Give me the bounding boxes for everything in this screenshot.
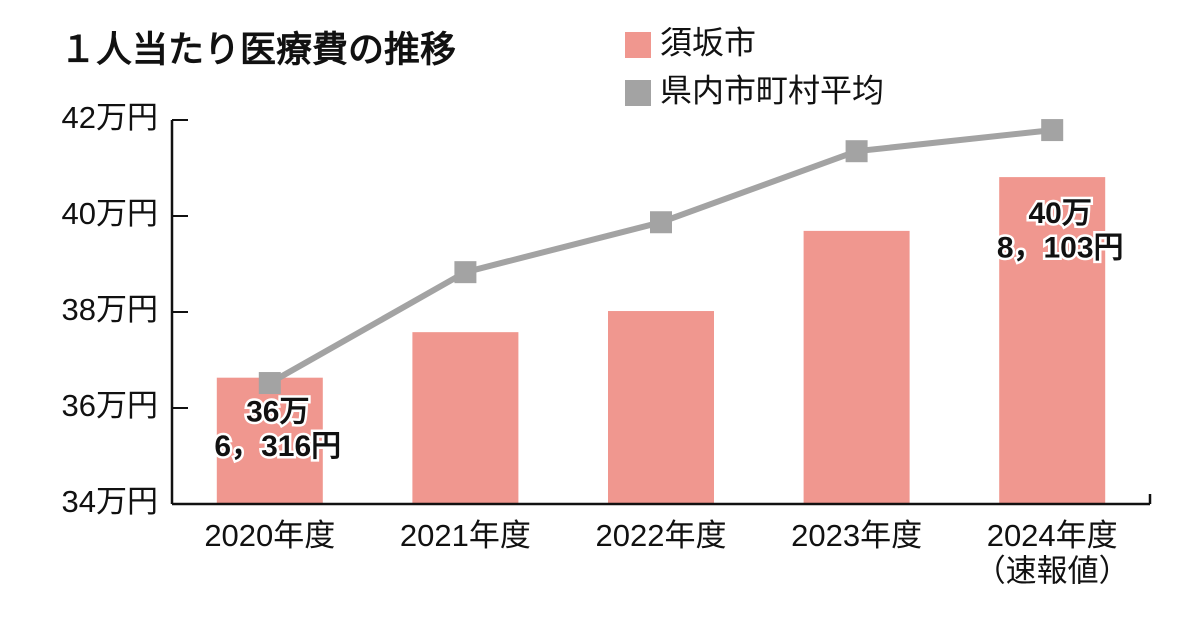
bar [999, 177, 1106, 505]
legend-swatch [625, 80, 651, 106]
data-label: 36万 6，316円 [214, 396, 341, 464]
y-tick-label: 38万円 [62, 292, 158, 327]
line-marker [845, 140, 868, 163]
bar [608, 311, 714, 504]
chart-title: １人当たり医療費の推移 [60, 29, 456, 70]
bar [412, 332, 519, 504]
legend-label: 県内市町村平均 [660, 72, 884, 108]
data-label: 40万 8，103円 [997, 197, 1124, 264]
x-tick-label: 2023年度 [791, 518, 922, 553]
legend-label: 須坂市 [660, 24, 756, 60]
y-tick-label: 40万円 [62, 196, 158, 231]
x-tick-label: 2024年度（速報値） [975, 518, 1130, 589]
y-tick-label: 42万円 [62, 100, 158, 135]
bar [216, 377, 323, 504]
y-tick-label: 36万円 [62, 388, 158, 423]
line-marker [1041, 119, 1064, 142]
line-marker [454, 261, 477, 284]
y-tick-label: 34万円 [62, 484, 158, 519]
x-tick-label: 2020年度 [204, 518, 335, 553]
x-tick-label: 2021年度 [400, 518, 531, 553]
legend-swatch [625, 32, 651, 58]
bar [803, 230, 910, 504]
x-tick-label: 2022年度 [596, 518, 727, 553]
line-marker [258, 372, 281, 395]
line-marker [650, 211, 672, 234]
